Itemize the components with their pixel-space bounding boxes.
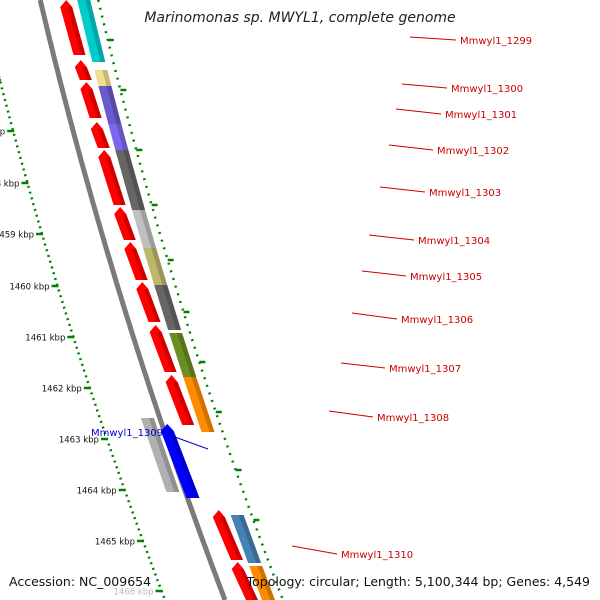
ruler-tick-label: 1464 kbp	[77, 487, 117, 497]
gene-arrow-forward	[74, 60, 92, 80]
gene-cog-block	[98, 86, 122, 124]
gene-leader-line	[368, 234, 415, 241]
gene-cog-block-shade	[257, 566, 275, 600]
gene-leader-line	[361, 270, 407, 277]
gene-cog-block	[94, 70, 112, 86]
gene-arrow-forward-shade	[220, 517, 243, 560]
gene-tracks	[37, 0, 275, 600]
gene-arrow-forward-shade	[239, 569, 258, 600]
ruler-tick-label: 1461 kbp	[25, 334, 65, 344]
gene-cog-block	[183, 377, 215, 432]
gene-cog-block-shade	[116, 124, 130, 155]
gene-cog-block-shade	[140, 210, 157, 250]
gene-cog-block	[154, 285, 182, 330]
ruler-tick-label: 1466 kbp	[114, 588, 154, 598]
gene-arrow-forward	[90, 122, 110, 148]
gene-cog-block-shade	[148, 418, 180, 492]
gene-leader-line	[351, 312, 398, 320]
gene-arrow-forward-shade	[173, 382, 195, 425]
gene-leader-line	[340, 362, 386, 369]
gene-leader-line	[395, 108, 442, 115]
gene-cog-block-shade	[162, 285, 182, 330]
gene-labels: Mmwyl1_1299 Mmwyl1_1300 Mmwyl1_1301 Mmwyl1_…	[91, 36, 532, 561]
gene-cog-block	[77, 0, 106, 62]
gene-arrow-forward-shade	[143, 289, 161, 322]
gene-label[interactable]: Mmwyl1_1302	[437, 146, 509, 157]
gene-cog-block-shade	[177, 333, 197, 378]
gene-arrow-forward-shade	[121, 214, 136, 240]
ruler-tick-label: 1463 kbp	[59, 436, 99, 446]
gene-leader-line	[291, 545, 338, 555]
gene-arrow-forward	[231, 562, 258, 600]
ruler-tick-label: 1458 kbp	[0, 180, 19, 190]
gene-arrow-forward	[80, 82, 102, 118]
gene-label[interactable]: Mmwyl1_1306	[401, 315, 473, 326]
gene-cog-block	[143, 248, 168, 285]
ruler-tick-label: 1460 kbp	[9, 283, 49, 293]
gene-arrow-forward-shade	[67, 7, 86, 55]
gene-arrow-forward	[136, 282, 161, 322]
accession-text: Accession: NC_009654	[9, 574, 152, 589]
gene-arrow-forward	[114, 207, 136, 240]
gene-arrow-forward-shade	[105, 157, 126, 205]
ruler-tick-label: 1459 kbp	[0, 231, 34, 241]
ruler-tick-label: 1465 kbp	[95, 538, 135, 548]
gene-arrow-forward	[60, 0, 86, 55]
gene-label[interactable]: Mmwyl1_1309	[91, 428, 163, 439]
gene-arrow-reverse-shade	[168, 431, 200, 498]
gene-arrow-forward	[165, 375, 195, 425]
gene-arrow-forward	[212, 510, 243, 560]
gene-cog-block	[169, 333, 197, 378]
gene-cog-block-shade	[85, 0, 106, 62]
gene-label[interactable]: Mmwyl1_1305	[410, 272, 482, 283]
gene-label[interactable]: Mmwyl1_1299	[460, 36, 532, 47]
gene-arrow-forward-shade	[82, 67, 92, 80]
gene-label[interactable]: Mmwyl1_1300	[451, 84, 523, 95]
gene-cog-block-shade	[191, 377, 215, 432]
backbone-arc	[37, 0, 228, 600]
gene-label[interactable]: Mmwyl1_1310	[341, 550, 413, 561]
gene-cog-block	[115, 150, 146, 210]
gene-arrow-forward-shade	[98, 129, 110, 148]
gene-cog-block	[230, 515, 262, 563]
gene-arrow-forward-shade	[131, 249, 148, 280]
gene-cog-block	[108, 124, 130, 155]
gene-arrow-forward	[98, 150, 126, 205]
gene-arrow-forward-shade	[157, 332, 177, 372]
gene-cog-block-shade	[102, 70, 112, 86]
ruler-tick-label: 1457 kbp	[0, 128, 5, 138]
gene-cog-block	[132, 210, 157, 250]
gene-cog-block-shade	[106, 86, 122, 124]
gene-label[interactable]: Mmwyl1_1301	[445, 110, 517, 121]
gene-leader-line	[409, 36, 457, 41]
gene-leader-line	[379, 186, 426, 193]
gene-arrow-forward	[124, 242, 148, 280]
gene-leader-line	[388, 144, 434, 151]
gene-arrow-forward-shade	[87, 89, 102, 118]
gene-cog-block-shade	[238, 515, 262, 563]
gene-label[interactable]: Mmwyl1_1303	[429, 188, 501, 199]
map-title: Marinomonas sp. MWYL1, complete genome	[144, 10, 456, 26]
gene-leader-line	[401, 83, 448, 89]
gene-cog-block	[140, 418, 180, 492]
gene-cog-block-shade	[123, 150, 146, 210]
gene-leader-line	[328, 410, 374, 418]
ruler: 1455 kbp1456 kbp1457 kbp1458 kbp1459 kbp…	[0, 0, 285, 600]
ruler-line	[0, 75, 167, 600]
genome-summary-text: Topology: circular; Length: 5,100,344 bp…	[246, 574, 590, 589]
gene-label[interactable]: Mmwyl1_1308	[377, 413, 449, 424]
gene-leader-line	[160, 431, 209, 450]
ruler-tick-label: 1462 kbp	[42, 385, 82, 395]
gene-arrow-reverse	[160, 424, 200, 498]
gene-cog-block	[249, 566, 275, 600]
gene-cog-block-shade	[151, 248, 168, 285]
gene-arrow-forward	[149, 325, 177, 372]
inner-dotted-line	[96, 0, 285, 600]
gene-label[interactable]: Mmwyl1_1304	[418, 236, 490, 247]
gene-label[interactable]: Mmwyl1_1307	[389, 364, 461, 375]
